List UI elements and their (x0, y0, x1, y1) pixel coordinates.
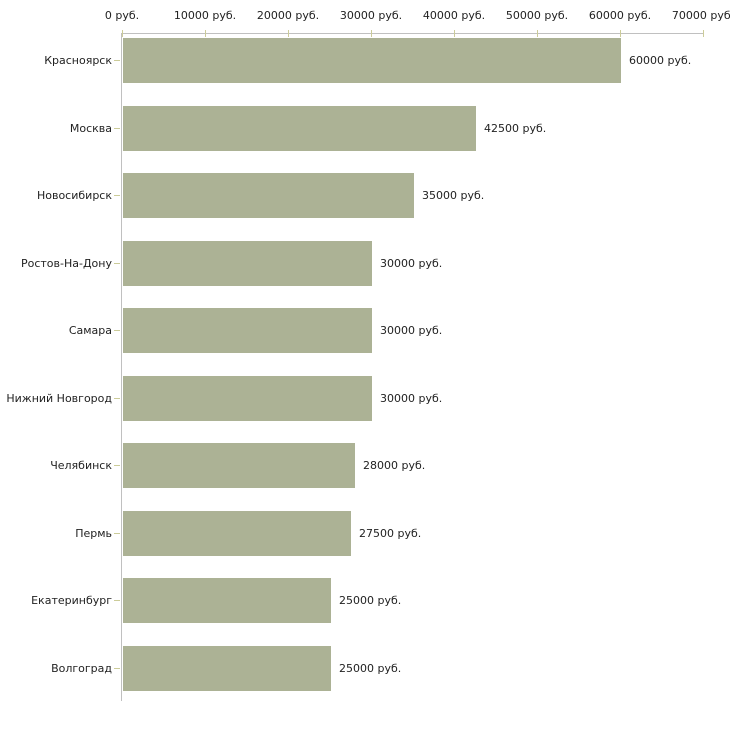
chart-row: Красноярск 60000 руб. (0, 38, 730, 83)
category-tick (114, 262, 120, 264)
category-label: Самара (68, 324, 112, 337)
chart-row: Пермь 27500 руб. (0, 510, 730, 556)
bar-1 (123, 38, 621, 83)
category-label: Волгоград (51, 661, 112, 675)
x-axis-tick (205, 30, 206, 37)
value-label: 27500 руб. (359, 526, 422, 540)
category-label: Екатеринбург (31, 594, 112, 607)
category-label: Красноярск (44, 54, 112, 67)
category-tick (114, 330, 120, 331)
x-axis-tick-label: 70000 руб. (671, 9, 730, 22)
chart-row: Екатеринбург 25000 руб. (0, 578, 730, 623)
x-axis-tick-label: 60000 руб. (588, 9, 652, 22)
category-tick (114, 127, 120, 129)
value-label: 35000 руб. (422, 189, 485, 202)
category-label: Ростов-На-Дону (20, 256, 112, 270)
category-tick (114, 667, 120, 669)
category-label: Челябинск (50, 459, 112, 472)
category-label: Пермь (75, 526, 112, 540)
value-label: 30000 руб. (380, 324, 443, 337)
value-label: 42500 руб. (484, 121, 547, 135)
value-label: 25000 руб. (339, 594, 402, 607)
bar-5 (123, 308, 372, 353)
bar-2 (123, 105, 476, 151)
x-axis-tick (371, 30, 372, 37)
x-axis-tick (620, 30, 621, 37)
category-tick (114, 465, 120, 466)
chart-row: Москва 42500 руб. (0, 105, 730, 151)
bar-7 (123, 443, 355, 488)
category-label: Москва (69, 121, 112, 135)
plot-area (121, 30, 704, 701)
x-axis-tick-label: 30000 руб. (339, 9, 403, 22)
chart-row: Новосибирск 35000 руб. (0, 173, 730, 218)
category-label: Нижний Новгород (6, 391, 112, 405)
x-axis-tick (122, 30, 123, 37)
category-tick (114, 195, 120, 196)
x-axis-tick-label: 10000 руб. (173, 9, 237, 22)
value-label: 30000 руб. (380, 256, 443, 270)
value-label: 28000 руб. (363, 459, 426, 472)
x-axis-tick (537, 30, 538, 37)
bar-9 (123, 578, 331, 623)
bar-6 (123, 375, 372, 421)
value-label: 60000 руб. (629, 54, 692, 67)
category-tick (114, 60, 120, 61)
bar-4 (123, 240, 372, 286)
x-axis-tick-label: 20000 руб. (256, 9, 320, 22)
bar-10 (123, 645, 331, 691)
bar-8 (123, 510, 351, 556)
x-axis-tick-label: 40000 руб. (422, 9, 486, 22)
bar-3 (123, 173, 414, 218)
category-tick (114, 397, 120, 399)
chart-row: Челябинск 28000 руб. (0, 443, 730, 488)
chart-row: Нижний Новгород 30000 руб. (0, 375, 730, 421)
x-axis-tick (288, 30, 289, 37)
value-label: 25000 руб. (339, 661, 402, 675)
chart-row: Волгоград 25000 руб. (0, 645, 730, 691)
category-label: Новосибирск (36, 189, 112, 202)
x-axis-tick (703, 30, 704, 37)
value-label: 30000 руб. (380, 391, 443, 405)
category-tick (114, 532, 120, 534)
chart-row: Самара 30000 руб. (0, 308, 730, 353)
x-axis-tick-label: 0 руб. (104, 9, 140, 22)
chart-row: Ростов-На-Дону 30000 руб. (0, 240, 730, 286)
x-axis-tick (454, 30, 455, 37)
category-tick (114, 600, 120, 601)
x-axis-tick-label: 50000 руб. (505, 9, 569, 22)
